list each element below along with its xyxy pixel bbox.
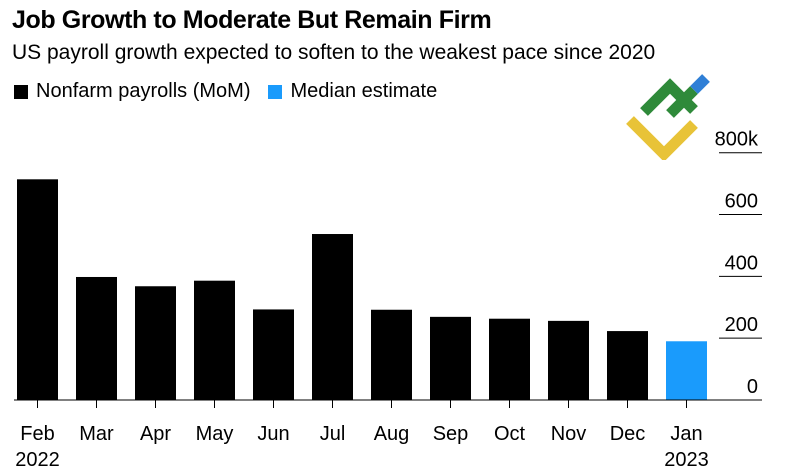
y-tick-label: 200: [725, 314, 758, 336]
x-tick-label: May: [196, 423, 234, 445]
bar-payrolls: [194, 280, 235, 400]
x-tick-label: Aug: [374, 423, 410, 445]
bar-estimate: [666, 341, 707, 400]
y-tick-label: 0: [747, 376, 758, 398]
bar-payrolls: [489, 318, 530, 400]
bar-payrolls: [17, 179, 58, 400]
brand-logo-icon: [626, 74, 710, 160]
bar-payrolls: [607, 331, 648, 400]
x-tick-label: Nov: [551, 423, 587, 445]
legend-item-payrolls: Nonfarm payrolls (MoM): [14, 80, 250, 103]
bar-payrolls: [135, 286, 176, 400]
bar-payrolls: [430, 316, 471, 400]
bar-payrolls: [371, 309, 412, 400]
x-tick-label: Dec: [610, 423, 646, 445]
x-tick-label: Jun: [257, 423, 289, 445]
legend-swatch-payrolls: [14, 84, 28, 99]
legend-swatch-estimate: [268, 84, 283, 99]
x-tick-label: Oct: [494, 423, 526, 445]
bar-payrolls: [76, 276, 117, 400]
legend: Nonfarm payrolls (MoM) Median estimate: [14, 80, 455, 103]
x-tick-label: Feb: [20, 423, 54, 445]
y-tick-label: 800k: [715, 129, 759, 151]
x-tick-label: Jul: [320, 423, 346, 445]
bar-payrolls: [253, 309, 294, 400]
y-tick-label: 600: [725, 191, 758, 213]
bar-payrolls: [548, 320, 589, 400]
x-year-label: 2023: [664, 449, 709, 471]
x-tick-label: Apr: [140, 423, 171, 445]
bar-payrolls: [312, 234, 353, 400]
legend-label-estimate: Median estimate: [290, 80, 438, 102]
chart-title: Job Growth to Moderate But Remain Firm: [12, 6, 492, 34]
legend-label-payrolls: Nonfarm payrolls (MoM): [36, 80, 251, 102]
y-tick-label: 400: [725, 252, 758, 274]
x-tick-label: Jan: [670, 423, 702, 445]
x-year-label: 2022: [15, 449, 60, 471]
legend-item-estimate: Median estimate: [268, 80, 437, 103]
x-tick-label: Mar: [79, 423, 114, 445]
x-tick-label: Sep: [433, 423, 469, 445]
chart-subtitle: US payroll growth expected to soften to …: [12, 41, 656, 64]
